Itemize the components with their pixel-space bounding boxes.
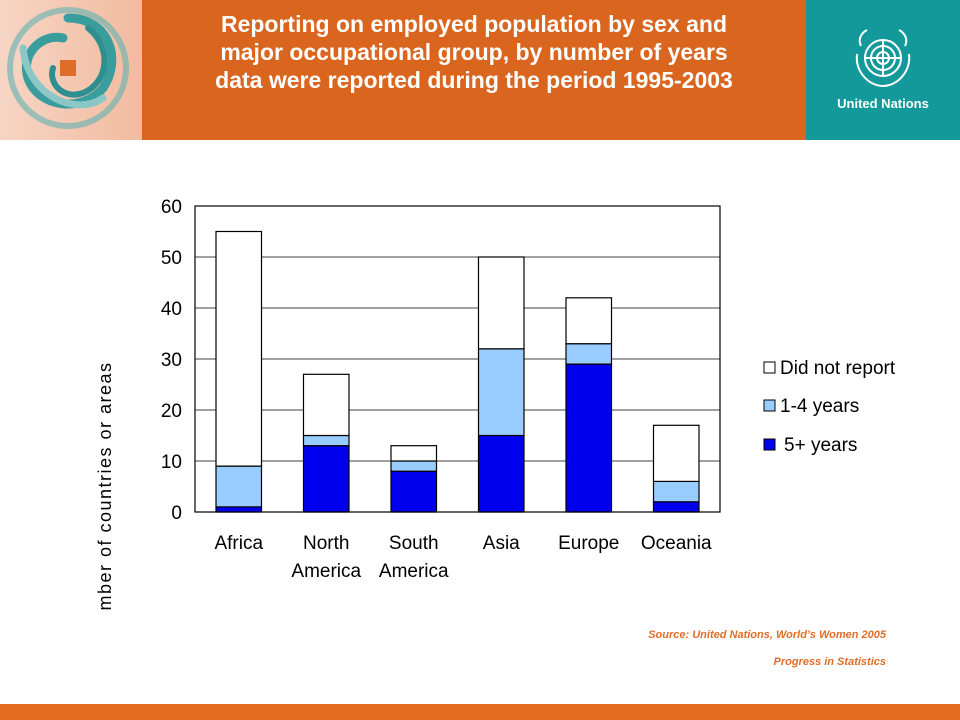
org-name: United Nations	[837, 96, 929, 111]
y-tick-label: 10	[161, 452, 182, 473]
bar-1-4-years	[652, 480, 700, 503]
legend-swatch	[763, 361, 776, 374]
x-tick-label: Europe	[558, 533, 619, 554]
un-emblem-icon	[855, 29, 911, 88]
bar-5-plus-years	[652, 501, 700, 513]
bar-1-4-years	[565, 343, 613, 365]
un-panel: United Nations	[806, 0, 960, 140]
x-tick-label: North America	[291, 533, 361, 582]
footer-bar	[0, 704, 960, 720]
spiral-logo-icon	[7, 7, 129, 129]
bar-5-plus-years	[390, 470, 438, 513]
bar-5-plus-years	[215, 506, 263, 513]
page-title: Reporting on employed population by sex …	[215, 11, 733, 93]
bar-did-not-report	[215, 230, 263, 467]
legend-swatch	[763, 399, 776, 412]
source-publication: Progress in Statistics	[773, 656, 887, 668]
x-tick-label: South America	[379, 533, 449, 582]
x-tick-labels: Africa North America South America Asia Europe…	[214, 533, 712, 582]
y-tick-labels: 0 10 20 30 40 50 60	[161, 197, 182, 524]
legend-label: 1-4 years	[780, 396, 859, 417]
plot-frame	[194, 205, 721, 513]
bar-did-not-report	[390, 445, 438, 462]
bar-1-4-years	[302, 434, 350, 447]
bar-did-not-report	[652, 424, 700, 482]
legend-label: 5+ years	[784, 435, 857, 456]
y-tick-label: 30	[161, 350, 182, 371]
header: Reporting on employed population by sex …	[0, 0, 960, 140]
chart: Number of countries or areas 0 10 20 30 40 50…	[95, 197, 896, 610]
logo-panel	[0, 0, 142, 140]
bar-1-4-years	[390, 460, 438, 472]
bar-5-plus-years	[302, 445, 350, 513]
bar-did-not-report	[477, 256, 525, 350]
gridlines	[195, 256, 720, 462]
source-citation: Source: United Nations, World’s Women 20…	[648, 629, 886, 641]
bars	[215, 230, 700, 513]
bar-5-plus-years	[477, 434, 525, 513]
y-tick-label: 0	[171, 503, 182, 524]
legend-label: Did not report	[780, 358, 896, 379]
legend-swatch	[763, 438, 776, 451]
y-axis-label: Number of countries or areas	[95, 361, 115, 610]
bar-5-plus-years	[565, 363, 613, 513]
y-tick-label: 50	[161, 248, 182, 269]
x-tick-label: Asia	[483, 533, 520, 554]
x-tick-label: Oceania	[641, 533, 712, 554]
bar-did-not-report	[302, 373, 350, 437]
title-panel: Reporting on employed population by sex …	[142, 0, 806, 140]
bar-did-not-report	[565, 297, 613, 345]
x-tick-label: Africa	[214, 533, 263, 554]
y-tick-label: 40	[161, 299, 182, 320]
bar-1-4-years	[477, 348, 525, 437]
y-tick-label: 60	[161, 197, 182, 218]
y-tick-label: 20	[161, 401, 182, 422]
bar-1-4-years	[215, 465, 263, 508]
legend: Did not report 1-4 years 5+ years	[763, 358, 896, 456]
